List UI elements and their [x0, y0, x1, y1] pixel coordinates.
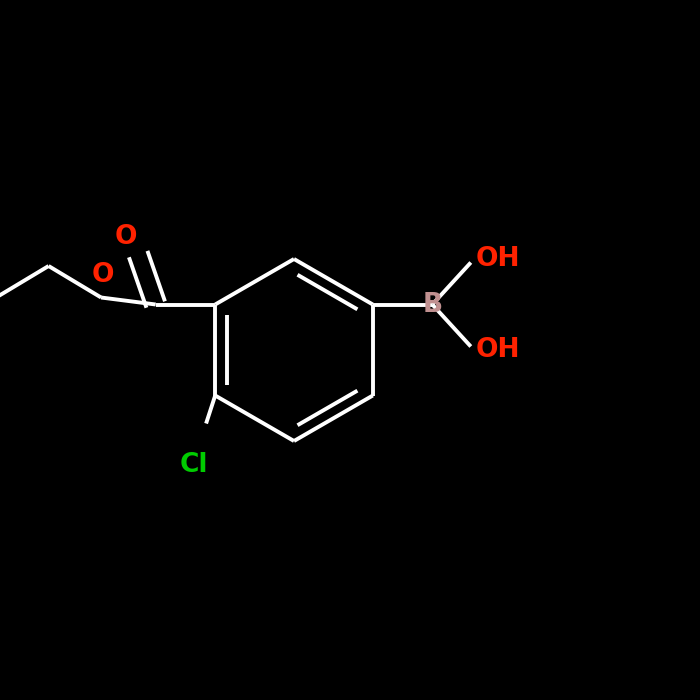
Text: B: B: [422, 291, 442, 318]
Text: OH: OH: [475, 337, 519, 363]
Text: Cl: Cl: [180, 452, 209, 479]
Text: O: O: [114, 223, 136, 250]
Text: OH: OH: [475, 246, 519, 272]
Text: O: O: [91, 262, 113, 288]
